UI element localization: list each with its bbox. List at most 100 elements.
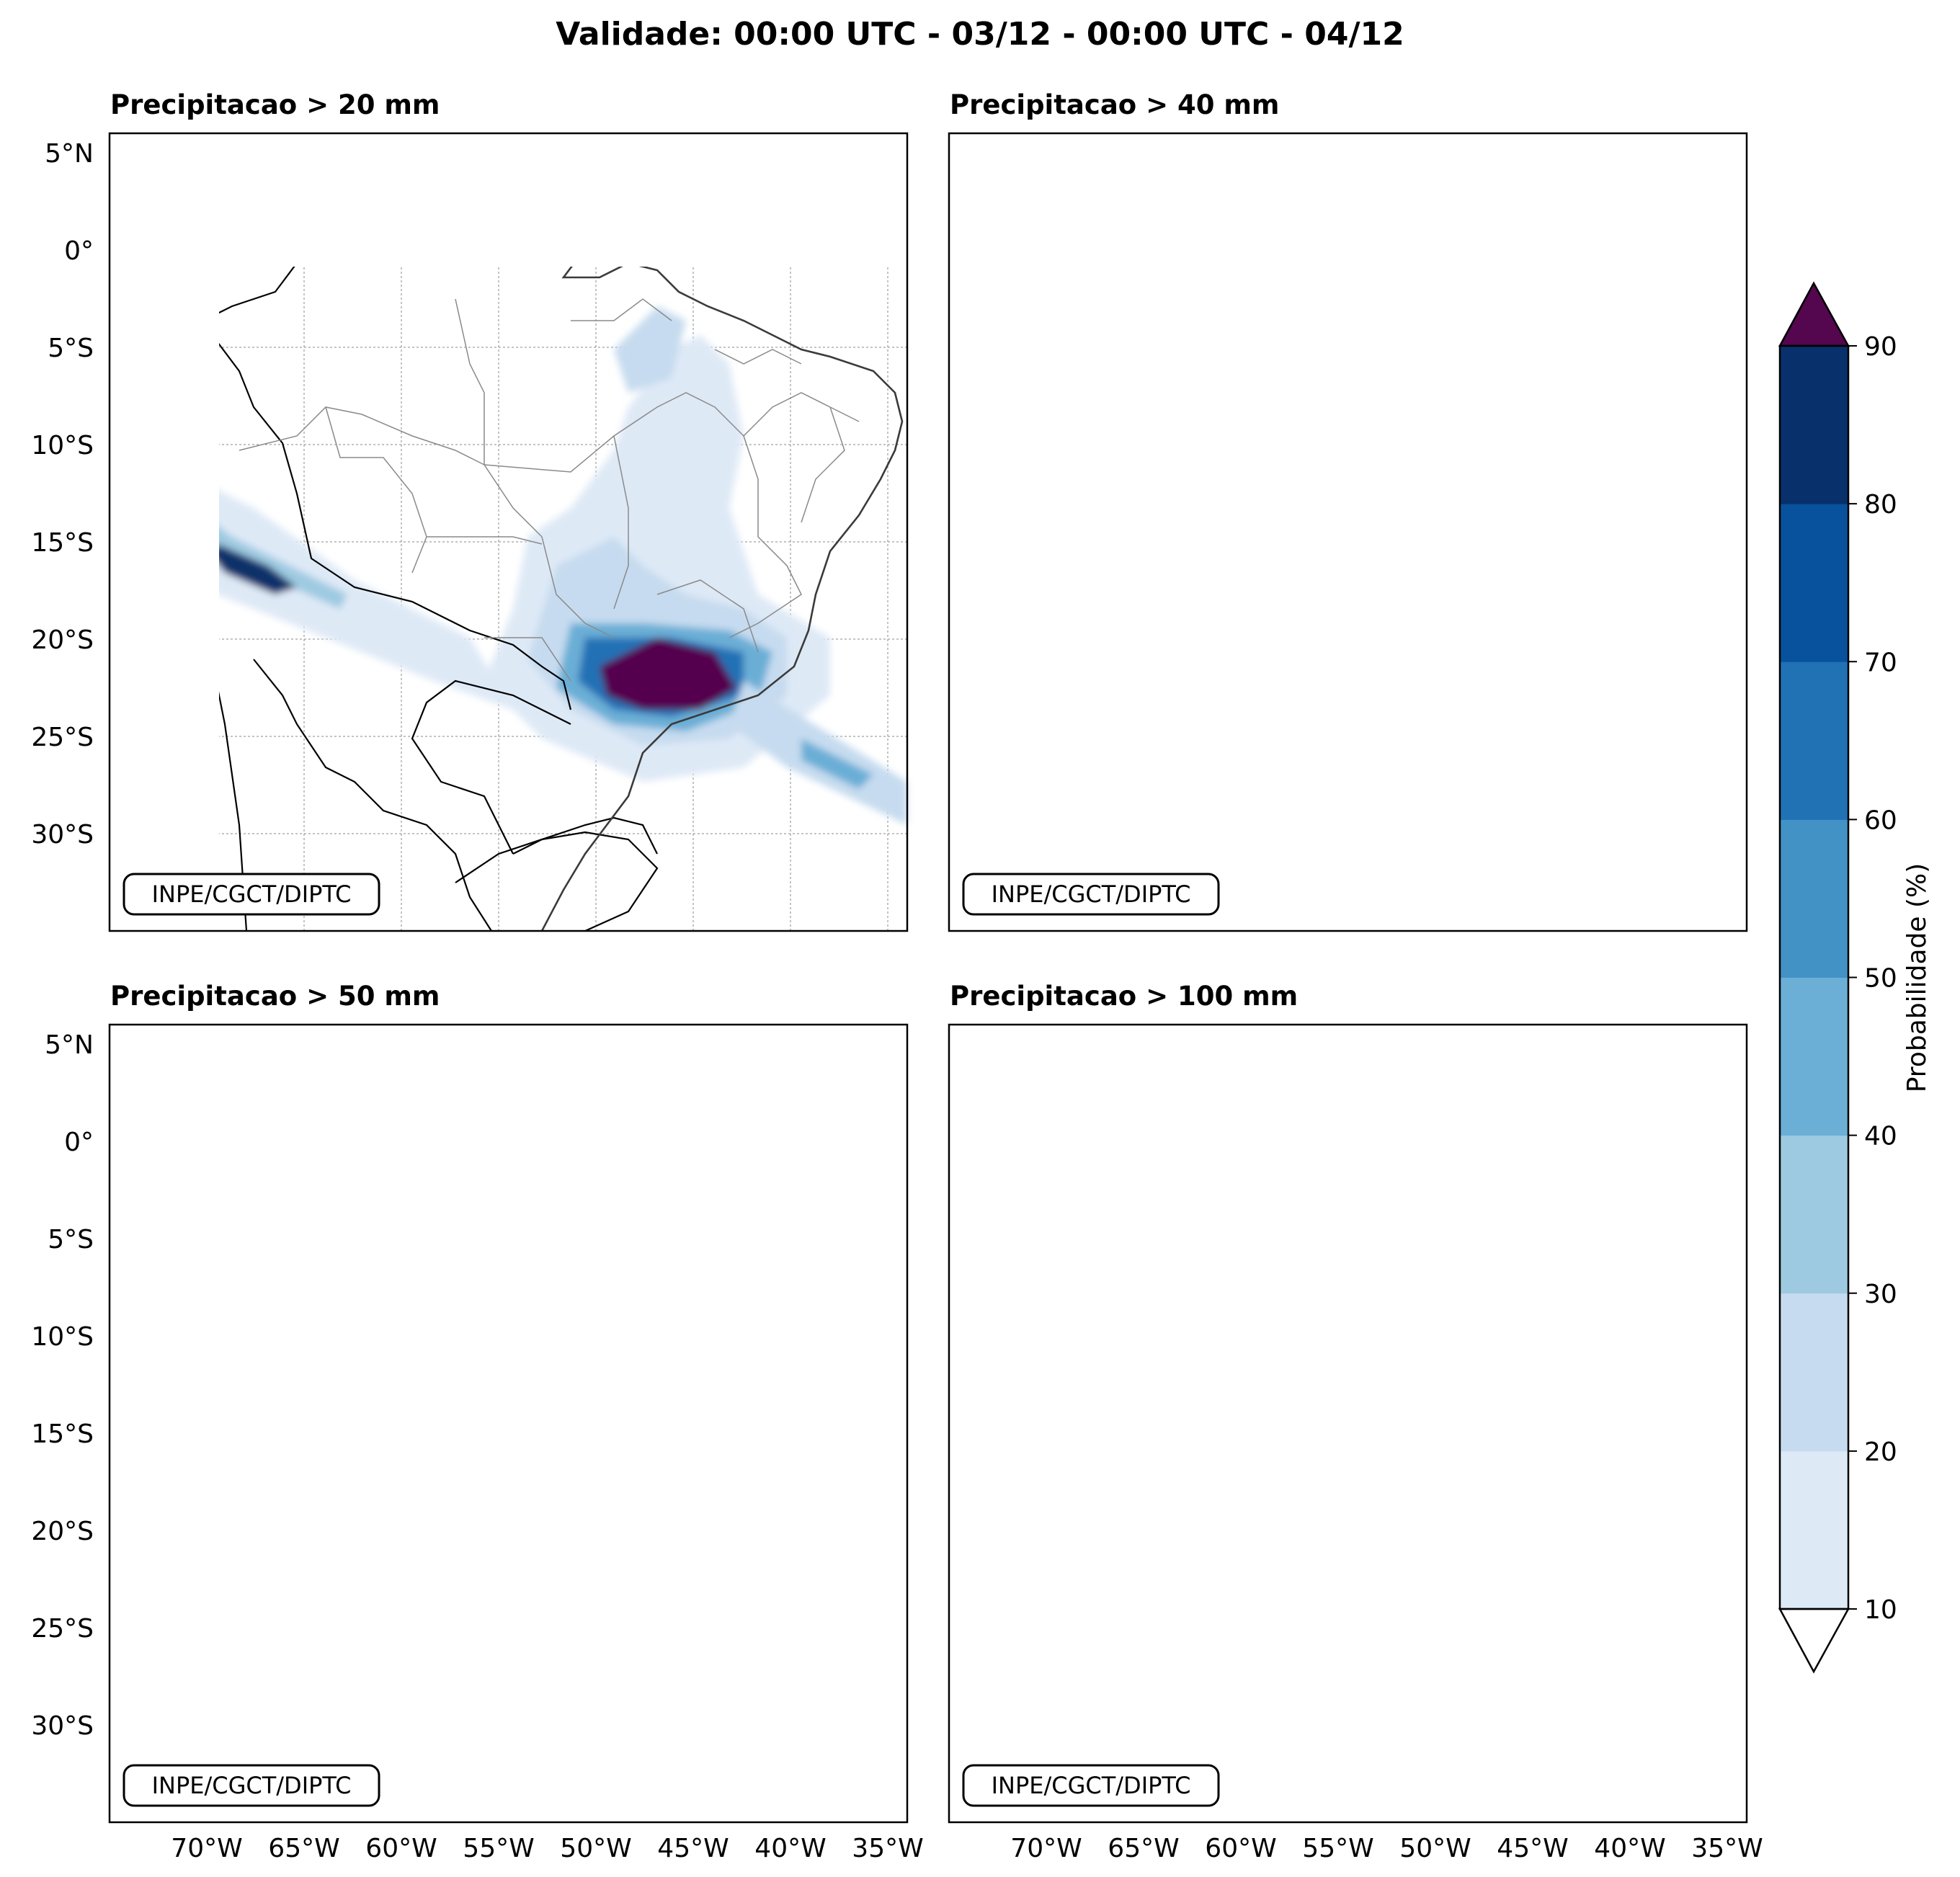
country-borders — [949, 133, 1497, 931]
state-borders — [239, 1190, 859, 1572]
credit-label: INPE/CGCT/DIPTC — [152, 880, 352, 908]
lat-tick-label: 20°S — [31, 1517, 94, 1546]
map-frame — [108, 1023, 909, 1824]
lat-tick-label: 30°S — [31, 820, 94, 850]
coastline — [1381, 133, 1742, 931]
lat-tick-label: 15°S — [31, 1419, 94, 1449]
lat-tick-label: 30°S — [31, 1711, 94, 1741]
panel-title: Precipitacao > 100 mm — [950, 981, 1298, 1012]
colorbar-tick-label: 40 — [1864, 1122, 1897, 1151]
lon-tick-label: 55°W — [463, 1834, 534, 1863]
colorbar-tick-label: 90 — [1864, 332, 1897, 362]
panel-title: Precipitacao > 20 mm — [110, 89, 440, 120]
map-frame — [948, 132, 1748, 932]
lat-tick-label: 5°S — [48, 1225, 94, 1254]
lon-tick-label: 70°W — [171, 1834, 242, 1863]
panel-gt50: Precipitacao > 50 mm — [108, 981, 909, 1824]
panel-gt20: Precipitacao > 20 mm — [108, 89, 909, 932]
colorbar-label: Probabilidade (%) — [1902, 863, 1932, 1093]
gridlines — [110, 1025, 907, 1822]
gridlines — [949, 1025, 1747, 1822]
colorbar-tick-label: 60 — [1864, 806, 1897, 835]
lat-tick-label: 25°S — [31, 1614, 94, 1644]
country-borders — [110, 1025, 657, 1822]
latitude-labels-bottom: 5°N 0° 5°S 10°S 15°S 20°S 25°S 30°S — [31, 1030, 94, 1741]
probability-field — [124, 1035, 907, 1731]
colorbar-segment — [1780, 1135, 1848, 1294]
colorbar-tick-label: 80 — [1864, 490, 1897, 520]
colorbar-tick-label: 10 — [1864, 1595, 1897, 1625]
lat-tick-label: 0° — [64, 236, 94, 266]
colorbar-tick-label: 70 — [1864, 648, 1897, 677]
map-frame — [108, 132, 909, 932]
lon-tick-label: 50°W — [1399, 1834, 1471, 1863]
panel-gt100: Precipitacao > 100 mm — [948, 981, 1748, 1824]
credit-box: INPE/CGCT/DIPTC — [962, 1764, 1220, 1807]
panel-gt40: Precipitacao > 40 mm — [948, 89, 1748, 932]
lon-tick-label: 60°W — [1205, 1834, 1276, 1863]
country-borders — [949, 1025, 1497, 1822]
lon-tick-label: 40°W — [1594, 1834, 1665, 1863]
longitude-labels-right: 70°W 65°W 60°W 55°W 50°W 45°W 40°W 35°W — [1010, 1834, 1763, 1863]
colorbar-segment — [1780, 1450, 1848, 1610]
lon-tick-label: 45°W — [1497, 1834, 1568, 1863]
colorbar-ticks: 10 20 30 40 50 60 70 80 90 — [1848, 332, 1897, 1625]
lon-tick-label: 50°W — [560, 1834, 631, 1863]
credit-label: INPE/CGCT/DIPTC — [992, 1772, 1191, 1799]
map-area — [110, 1025, 907, 1822]
lat-tick-label: 25°S — [31, 723, 94, 752]
colorbar-segment — [1780, 346, 1848, 504]
panel-title: Precipitacao > 50 mm — [110, 981, 440, 1012]
lon-tick-label: 40°W — [754, 1834, 826, 1863]
colorbar-segment — [1780, 504, 1848, 662]
credit-label: INPE/CGCT/DIPTC — [152, 1772, 352, 1799]
map-frame — [948, 1023, 1748, 1824]
credit-box: INPE/CGCT/DIPTC — [122, 1764, 380, 1807]
lon-tick-label: 70°W — [1010, 1834, 1082, 1863]
lat-tick-label: 10°S — [31, 431, 94, 460]
colorbar-tick-label: 50 — [1864, 964, 1897, 994]
credit-label: INPE/CGCT/DIPTC — [992, 880, 1191, 908]
longitude-labels-left: 70°W 65°W 60°W 55°W 50°W 45°W 40°W 35°W — [171, 1834, 923, 1863]
colorbar-over-triangle — [1778, 281, 1850, 347]
coastline — [1381, 1025, 1742, 1822]
lon-tick-label: 65°W — [1108, 1834, 1179, 1863]
probability-field — [949, 151, 1747, 825]
lon-tick-label: 65°W — [268, 1834, 339, 1863]
lat-tick-label: 5°N — [45, 139, 94, 169]
lat-tick-label: 15°S — [31, 528, 94, 558]
coastline — [540, 267, 904, 932]
probability-field — [1353, 1050, 1742, 1673]
map-area — [949, 1025, 1747, 1822]
colorbar-segment — [1780, 1293, 1848, 1452]
state-borders — [1079, 1190, 1698, 1572]
latitude-labels-top: 5°N 0° 5°S 10°S 15°S 20°S 25°S 30°S — [31, 139, 94, 850]
colorbar: 10 20 30 40 50 60 70 80 90 Probabilidade (%) — [1778, 281, 1932, 1674]
lat-tick-label: 10°S — [31, 1322, 94, 1352]
lon-tick-label: 35°W — [852, 1834, 923, 1863]
lat-tick-label: 0° — [64, 1128, 94, 1157]
colorbar-tick-label: 30 — [1864, 1280, 1897, 1309]
colorbar-under-triangle — [1778, 1608, 1850, 1674]
map-area — [949, 133, 1747, 931]
figure-title: Validade: 00:00 UTC - 03/12 - 00:00 UTC … — [556, 16, 1404, 53]
colorbar-segment — [1780, 977, 1848, 1136]
credit-box: INPE/CGCT/DIPTC — [962, 873, 1220, 916]
colorbar-segments — [1780, 346, 1848, 1610]
lon-tick-label: 60°W — [365, 1834, 437, 1863]
colorbar-segment — [1780, 819, 1848, 978]
map-area — [219, 267, 907, 932]
lon-tick-label: 35°W — [1691, 1834, 1763, 1863]
state-borders — [239, 298, 860, 682]
coastline — [542, 1025, 902, 1822]
colorbar-segment — [1780, 661, 1848, 820]
lat-tick-label: 5°N — [45, 1030, 94, 1060]
credit-box: INPE/CGCT/DIPTC — [122, 873, 380, 916]
country-borders — [219, 267, 659, 932]
panel-title: Precipitacao > 40 mm — [950, 89, 1279, 120]
lon-tick-label: 55°W — [1302, 1834, 1373, 1863]
colorbar-tick-label: 20 — [1864, 1437, 1897, 1467]
lat-tick-label: 20°S — [31, 625, 94, 655]
state-borders — [1079, 299, 1698, 681]
